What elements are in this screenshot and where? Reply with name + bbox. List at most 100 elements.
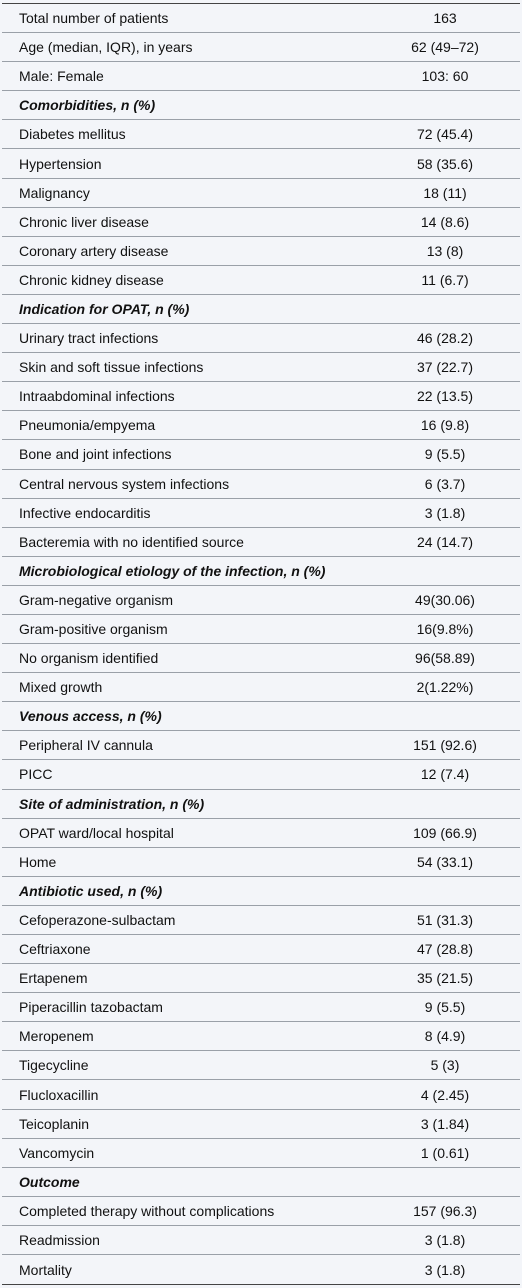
table-row: Infective endocarditis 3 (1.8) (2, 499, 520, 528)
table-row: OPAT ward/local hospital 109 (66.9) (2, 819, 520, 848)
row-label: PICC (19, 766, 53, 783)
table-row: Teicoplanin 3 (1.84) (2, 1110, 520, 1139)
table-row: Cefoperazone-sulbactam 51 (31.3) (2, 906, 520, 935)
row-label: Peripheral IV cannula (19, 737, 153, 754)
row-label: Mixed growth (19, 679, 103, 696)
row-value: 72 (45.4) (416, 126, 474, 143)
table-row: Central nervous system infections 6 (3.7) (2, 470, 520, 499)
section-title: Comorbidities, n (%) (19, 97, 156, 114)
section-header: Comorbidities, n (%) (2, 91, 520, 121)
row-value: 54 (33.1) (416, 853, 474, 870)
section-title: Site of administration, n (%) (19, 795, 205, 812)
table-row: Meropenem 8 (4.9) (2, 1022, 520, 1052)
section-title: Microbiological etiology of the infectio… (19, 562, 326, 579)
row-value: 37 (22.7) (416, 359, 474, 376)
section-header: Venous access, n (%) (2, 702, 520, 732)
table-row: Home 54 (33.1) (2, 848, 520, 877)
row-value: 157 (96.3) (413, 1202, 477, 1219)
row-label: Tigecycline (19, 1057, 89, 1074)
table-row: Readmission 3 (1.8) (2, 1226, 520, 1256)
table-row: Completed therapy without complications 1… (2, 1197, 520, 1226)
row-label: Hypertension (19, 155, 102, 172)
table-row: Bone and joint infections 9 (5.5) (2, 440, 520, 470)
row-value: 13 (8) (426, 242, 464, 259)
row-label: Ceftriaxone (19, 941, 91, 958)
table-row: Gram-positive organism 16(9.8%) (2, 615, 520, 645)
row-value: 47 (28.8) (416, 941, 474, 958)
table-row: Peripheral IV cannula 151 (92.6) (2, 731, 520, 761)
row-label: Infective endocarditis (19, 504, 151, 521)
row-value: 96(58.89) (415, 650, 475, 667)
row-label: Meropenem (19, 1028, 94, 1045)
table-row: Ceftriaxone 47 (28.8) (2, 935, 520, 965)
table-row: Chronic liver disease 14 (8.6) (2, 208, 520, 237)
row-label: Malignancy (19, 184, 90, 201)
row-value: 6 (3.7) (424, 475, 466, 492)
table-row: Tigecycline 5 (3) (2, 1051, 520, 1081)
section-header: Outcome (2, 1168, 520, 1197)
section-title: Outcome (19, 1173, 80, 1190)
table-row: Piperacillin tazobactam 9 (5.5) (2, 993, 520, 1023)
row-label: Flucloxacillin (19, 1086, 99, 1103)
row-label: Vancomycin (19, 1144, 95, 1161)
row-value: 49(30.06) (415, 591, 475, 608)
table-row: Skin and soft tissue infections 37 (22.7) (2, 353, 520, 383)
row-label: Urinary tract infections (19, 330, 159, 347)
row-value: 3 (1.84) (420, 1115, 470, 1132)
table-row: Ertapenem 35 (21.5) (2, 964, 520, 994)
row-label: Central nervous system infections (19, 475, 230, 492)
row-label: Male: Female (19, 68, 104, 85)
row-label: Readmission (19, 1231, 100, 1248)
table-row: Malignancy 18 (11) (2, 179, 520, 208)
table-row: Age (median, IQR), in years 62 (49–72) (2, 33, 520, 63)
row-label: Chronic liver disease (19, 213, 149, 230)
section-header: Indication for OPAT, n (%) (2, 295, 520, 325)
row-value: 22 (13.5) (416, 388, 474, 405)
row-label: Home (19, 853, 57, 870)
row-value: 11 (6.7) (421, 271, 469, 288)
row-label: Pneumonia/empyema (19, 417, 156, 434)
row-value: 3 (1.8) (424, 1261, 466, 1278)
row-value: 103: 60 (421, 68, 469, 85)
row-value: 9 (5.5) (424, 999, 466, 1016)
section-header: Antibiotic used, n (%) (2, 877, 520, 906)
table-row: PICC 12 (7.4) (2, 760, 520, 790)
row-value: 109 (66.9) (413, 824, 477, 841)
row-label: Chronic kidney disease (19, 271, 164, 288)
row-value: 151 (92.6) (413, 737, 477, 754)
table: Total number of patients 163 Age (median, … (2, 3, 520, 1286)
table-row: Bacteremia with no identified source 24 (… (2, 528, 520, 557)
row-label: OPAT ward/local hospital (19, 824, 174, 841)
section-header: Microbiological etiology of the infectio… (2, 557, 520, 586)
table-row: Flucloxacillin 4 (2.45) (2, 1080, 520, 1110)
section-title: Venous access, n (%) (19, 708, 162, 725)
row-label: Total number of patients (19, 10, 169, 27)
table-row: Total number of patients 163 (2, 4, 520, 34)
row-value: 18 (11) (423, 184, 467, 201)
section-header: Site of administration, n (%) (2, 790, 520, 819)
table-row: Diabetes mellitus 72 (45.4) (2, 120, 520, 150)
row-value: 1 (0.61) (420, 1144, 470, 1161)
section-title: Indication for OPAT, n (%) (19, 300, 190, 317)
row-value: 5 (3) (430, 1057, 460, 1074)
table-row: Male: Female 103: 60 (2, 62, 520, 92)
table-row: Chronic kidney disease 11 (6.7) (2, 266, 520, 295)
row-label: Teicoplanin (19, 1115, 90, 1132)
row-label: Coronary artery disease (19, 242, 169, 259)
row-label: Gram-negative organism (19, 591, 174, 608)
row-label: Bacteremia with no identified source (19, 533, 244, 550)
row-value: 24 (14.7) (416, 533, 474, 550)
row-label: Mortality (19, 1261, 72, 1278)
row-value: 62 (49–72) (411, 39, 479, 56)
table-row: Pneumonia/empyema 16 (9.8) (2, 411, 520, 441)
row-label: Piperacillin tazobactam (19, 999, 163, 1016)
row-label: Bone and joint infections (19, 446, 172, 463)
row-value: 3 (1.8) (424, 1231, 466, 1248)
table-row: Mortality 3 (1.8) (2, 1255, 520, 1284)
row-label: Diabetes mellitus (19, 126, 126, 143)
row-value: 4 (2.45) (420, 1086, 470, 1103)
table-row: Mixed growth 2(1.22%) (2, 673, 520, 703)
row-value: 16(9.8%) (416, 621, 474, 638)
table-row: Urinary tract infections 46 (28.2) (2, 324, 520, 354)
row-label: Ertapenem (19, 970, 88, 987)
